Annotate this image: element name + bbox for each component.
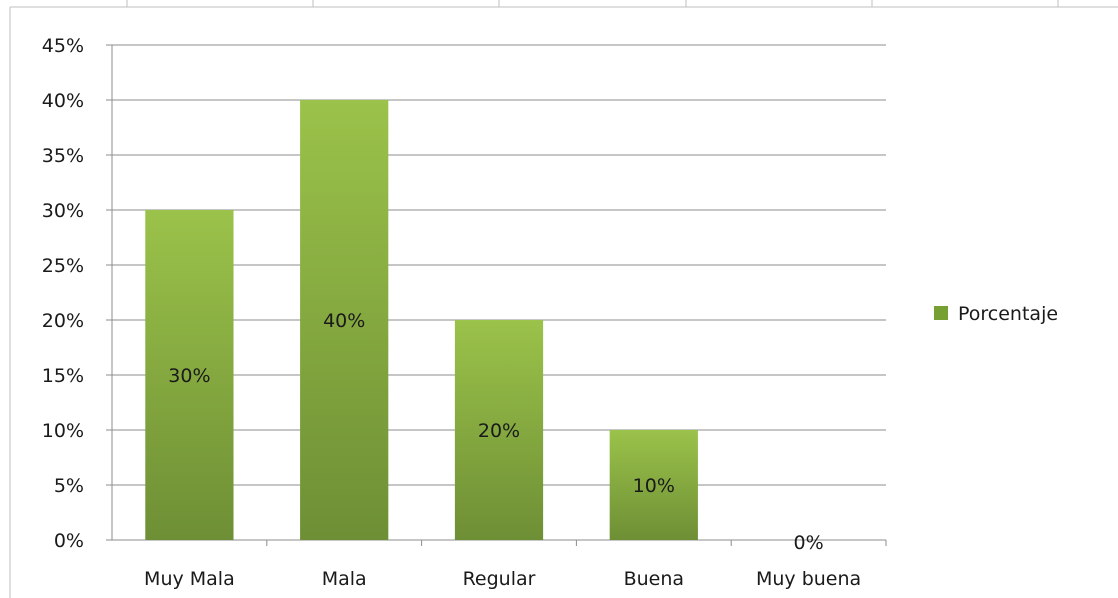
x-tick-label: Regular <box>463 568 536 590</box>
y-tick-label: 0% <box>54 530 84 552</box>
y-tick-label: 25% <box>42 255 84 277</box>
bar <box>300 100 389 540</box>
legend-label: Porcentaje <box>958 303 1058 325</box>
data-label: 0% <box>794 532 824 554</box>
data-label: 10% <box>633 475 675 497</box>
y-axis-tick-labels: 0% 5% 10% 15% 20% 25% 30% 35% 40% 45% <box>42 35 84 552</box>
data-labels: 30% 40% 20% 10% 0% <box>168 310 823 554</box>
y-tick-label: 15% <box>42 365 84 387</box>
bar <box>454 320 544 540</box>
legend-swatch <box>934 306 948 320</box>
bars <box>145 100 698 540</box>
bar <box>145 210 234 540</box>
gridlines <box>112 44 886 486</box>
x-tick-label: Buena <box>624 568 684 590</box>
y-tick-label: 20% <box>42 310 84 332</box>
data-label: 30% <box>168 365 210 387</box>
y-tick-label: 30% <box>42 200 84 222</box>
x-axis-tick-labels: Muy Mala Mala Regular Buena Muy buena <box>144 568 861 590</box>
y-tick-label: 10% <box>42 420 84 442</box>
bar <box>609 430 698 540</box>
x-tick-label: Mala <box>322 568 367 590</box>
y-tick-label: 45% <box>42 35 84 57</box>
sheet-frame <box>9 0 1118 598</box>
data-label: 40% <box>323 310 365 332</box>
x-tick-label: Muy Mala <box>144 568 235 590</box>
legend: Porcentaje <box>934 303 1058 325</box>
y-tick-label: 35% <box>42 145 84 167</box>
y-tick-label: 5% <box>54 475 84 497</box>
x-tick-label: Muy buena <box>756 568 861 590</box>
y-tick-label: 40% <box>42 90 84 112</box>
data-label: 20% <box>478 420 520 442</box>
